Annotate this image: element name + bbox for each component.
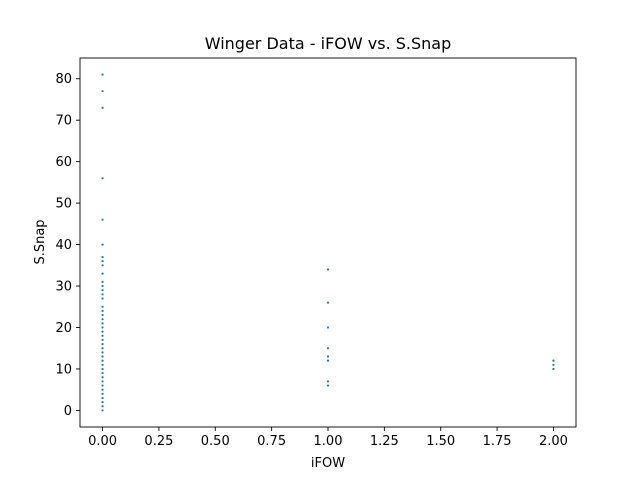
data-point (326, 268, 330, 271)
data-point (101, 243, 104, 246)
data-point (101, 388, 104, 391)
data-point (101, 338, 104, 342)
data-point (101, 313, 104, 317)
y-tick-label: 40 (55, 238, 72, 253)
y-tick-label: 10 (55, 362, 72, 377)
y-tick-label: 30 (55, 280, 72, 295)
data-point (101, 326, 104, 329)
data-point (101, 289, 104, 292)
chart-title: Winger Data - iFOW vs. S.Snap (205, 34, 452, 53)
x-tick-label: 2.00 (539, 434, 568, 449)
data-point (101, 260, 104, 263)
y-tick-label: 80 (55, 72, 72, 87)
data-point (101, 359, 104, 362)
data-point (326, 347, 330, 350)
y-tick-label: 60 (55, 155, 72, 170)
data-point (101, 272, 104, 275)
data-point (552, 367, 555, 371)
data-point (552, 359, 555, 362)
data-point (101, 367, 104, 371)
y-tick-label: 0 (64, 404, 72, 419)
data-point (101, 280, 104, 283)
data-point (101, 384, 104, 387)
plot-area: 0.00 0.25 0.50 0.75 1.00 1.25 1.50 1.75 2.00 0 10… (55, 57, 577, 449)
y-axis-ticks: 0 10 20 30 40 50 60 70 80 (55, 72, 80, 419)
data-point (101, 177, 104, 180)
x-tick-label: 0.25 (144, 434, 173, 449)
x-tick-label: 0.00 (88, 434, 117, 449)
y-tick-label: 20 (55, 321, 72, 336)
data-point (101, 330, 104, 333)
x-axis-label: iFOW (311, 456, 345, 471)
x-tick-label: 0.50 (201, 434, 230, 449)
x-tick-label: 1.50 (426, 434, 455, 449)
data-point (101, 355, 104, 358)
data-point (101, 90, 104, 93)
y-tick-label: 70 (55, 114, 72, 129)
x-tick-label: 1.25 (370, 434, 399, 449)
data-point (101, 401, 104, 404)
data-point (101, 372, 104, 375)
data-point (326, 380, 330, 383)
data-point (101, 409, 104, 412)
data-point (552, 363, 555, 366)
data-point (101, 305, 104, 308)
data-point (101, 363, 104, 366)
y-axis-label: S.Snap (33, 219, 48, 264)
x-tick-label: 0.75 (257, 434, 286, 449)
data-point (101, 376, 104, 379)
data-point (101, 309, 104, 313)
data-points (101, 73, 555, 412)
data-point (101, 218, 104, 221)
y-tick-label: 50 (55, 197, 72, 212)
data-point (101, 106, 104, 109)
data-point (101, 297, 104, 300)
data-point (101, 318, 104, 321)
data-point (101, 264, 104, 267)
data-point (101, 392, 104, 395)
x-axis-ticks: 0.00 0.25 0.50 0.75 1.00 1.25 1.50 1.75 2.00 (88, 427, 568, 449)
data-point (101, 73, 104, 76)
data-point (101, 351, 104, 354)
data-point (326, 355, 330, 358)
data-point (101, 342, 104, 346)
data-point (326, 301, 330, 304)
data-point (101, 322, 104, 325)
data-point (101, 396, 104, 400)
data-point (326, 359, 330, 362)
data-point (101, 380, 104, 383)
x-tick-label: 1.00 (314, 434, 343, 449)
data-point (101, 405, 104, 408)
data-point (326, 384, 330, 387)
data-point (101, 334, 104, 337)
data-point (101, 284, 104, 288)
data-point (101, 347, 104, 350)
data-point (101, 293, 104, 296)
x-tick-label: 1.75 (483, 434, 512, 449)
data-point (101, 255, 104, 259)
data-point (326, 326, 330, 329)
